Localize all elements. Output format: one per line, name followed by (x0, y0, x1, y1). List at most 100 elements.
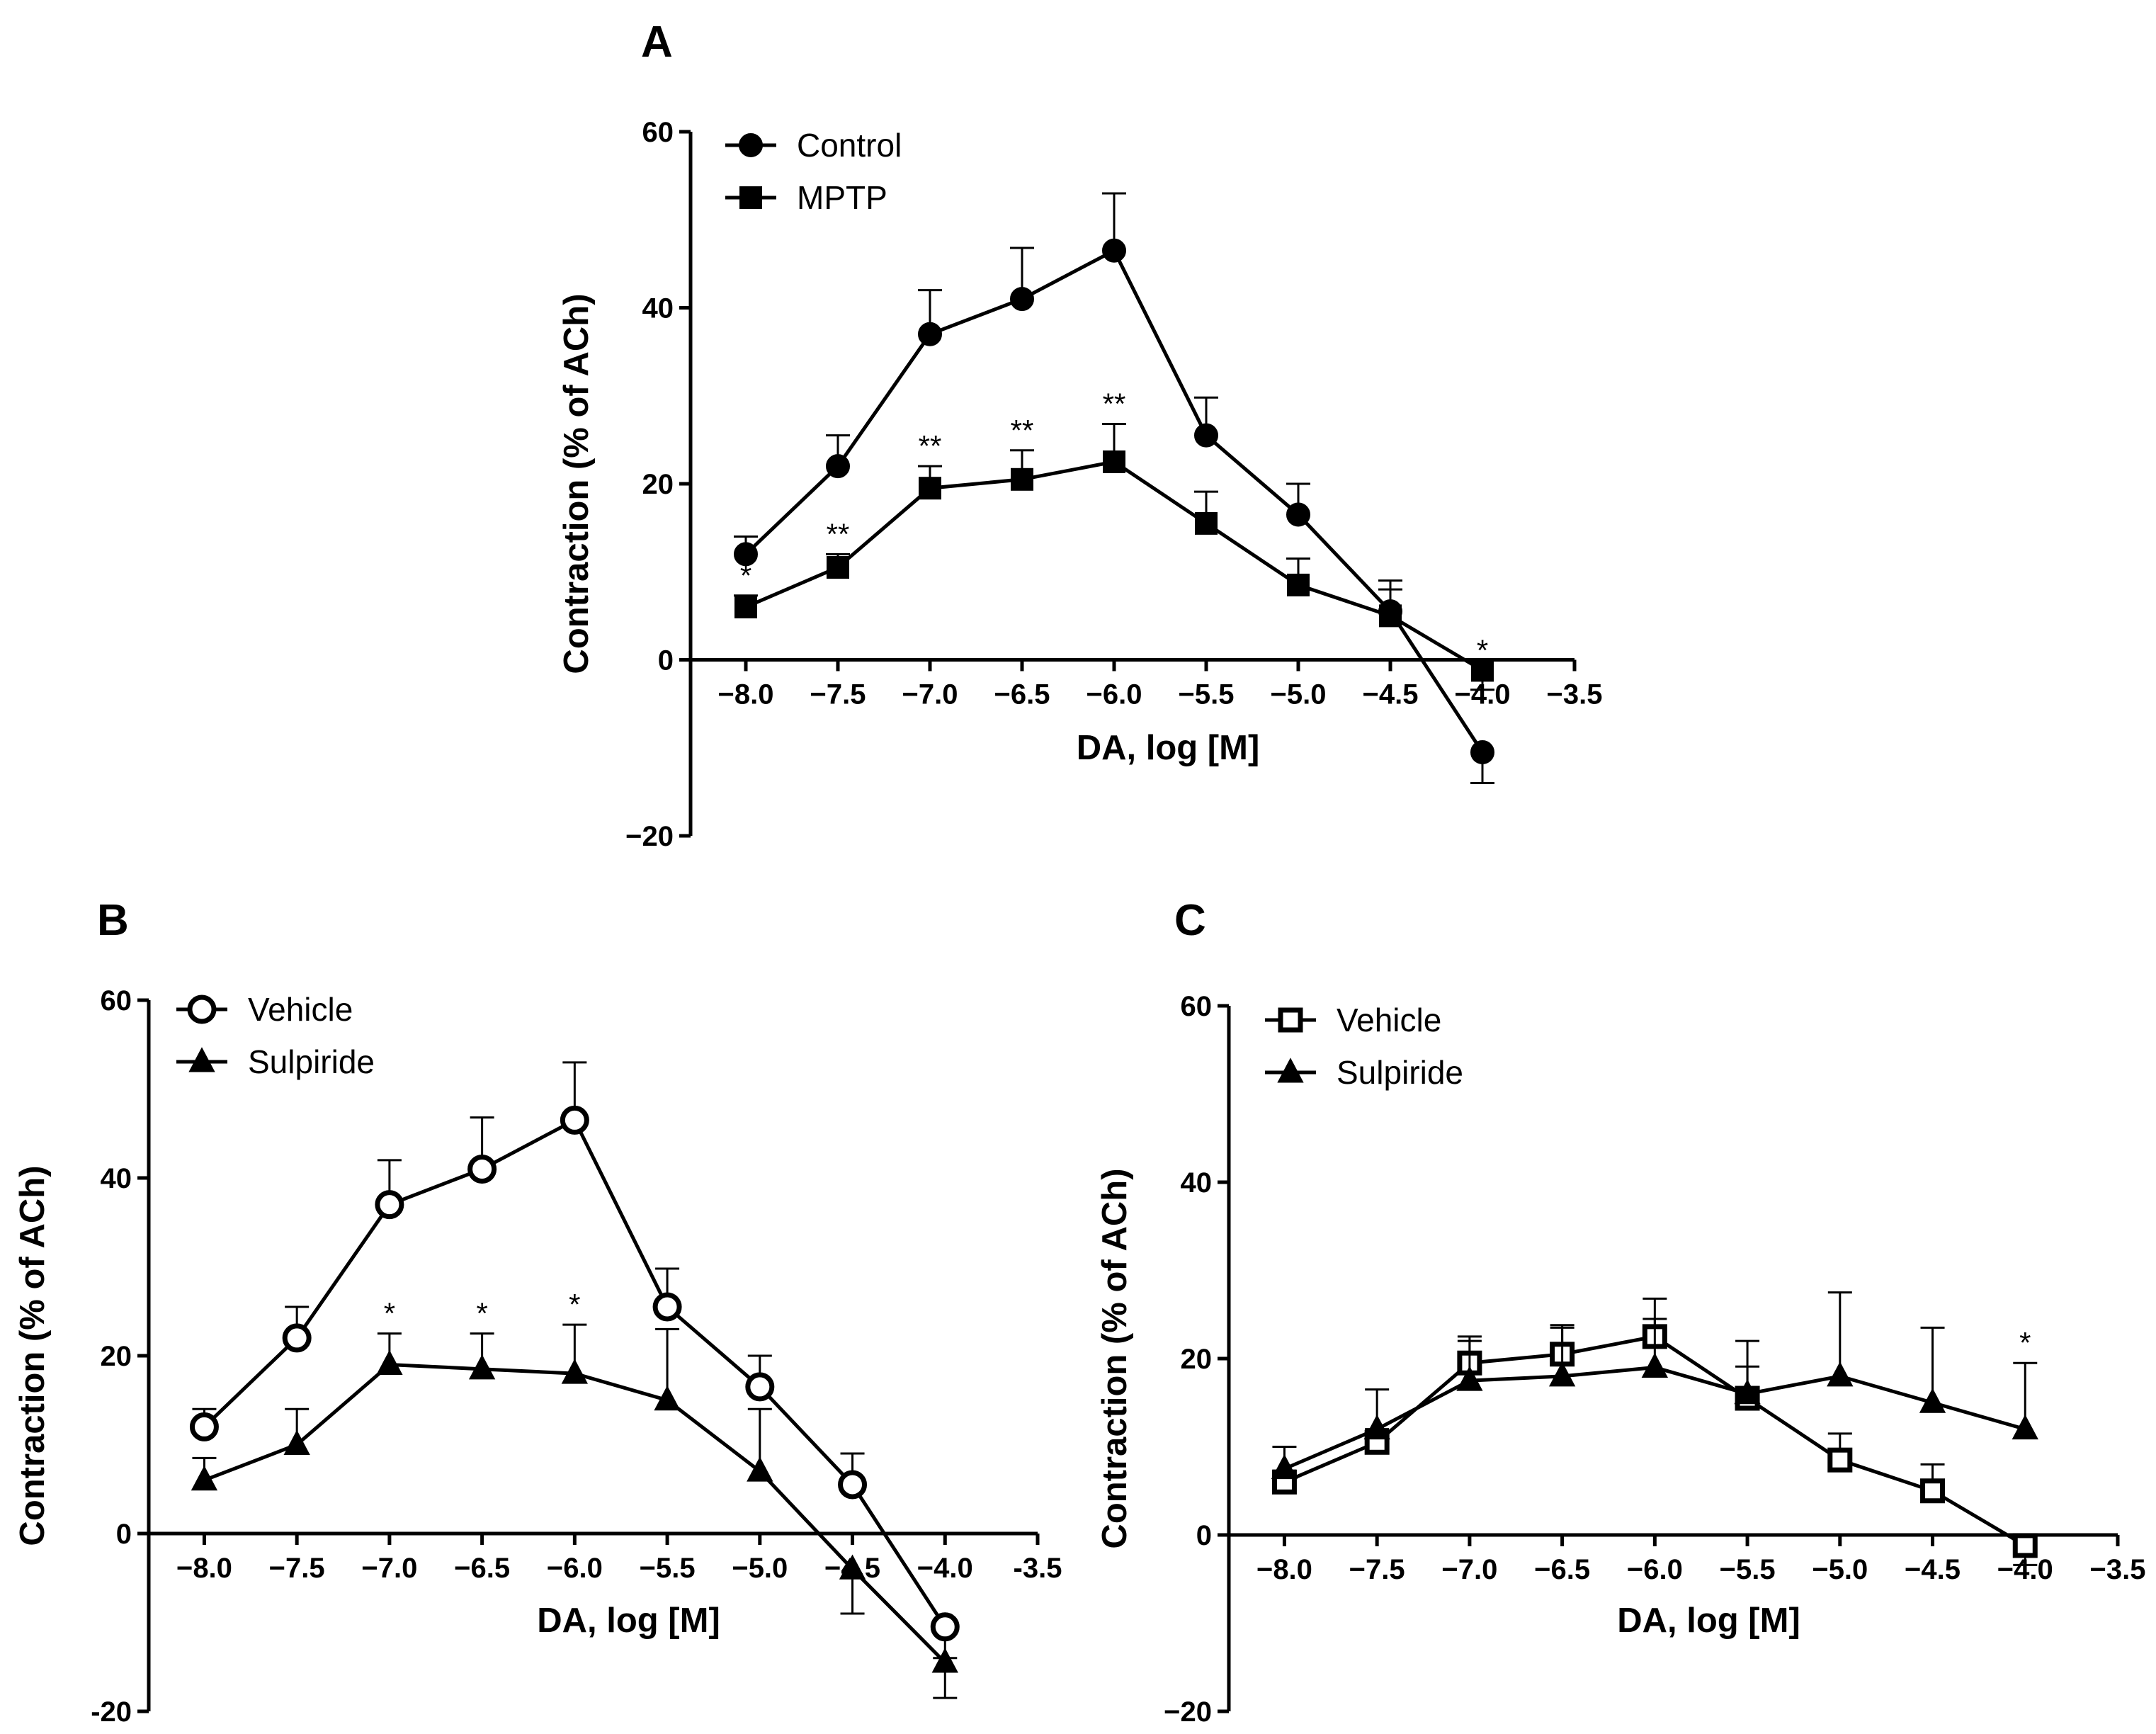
y-tick-label: −20 (1164, 1696, 1212, 1728)
data-point (919, 477, 941, 500)
series-vehicle (189, 1061, 960, 1660)
series-line (745, 460, 1484, 672)
data-point (1734, 1379, 1761, 1405)
legend-label: Control (797, 127, 902, 164)
data-point (2012, 1414, 2038, 1440)
data-point (1548, 1361, 1576, 1387)
x-tick-label: −6.0 (547, 1553, 603, 1584)
chart-panel-b: B -20 0 20 40 60 −8.0 −7.5 −7.0 −6.5 −6.0 −5.5 −5.0 −… (13, 896, 1062, 1728)
data-point (283, 1429, 310, 1455)
x-tick-label: −4.5 (1363, 679, 1419, 710)
data-point (2012, 1533, 2038, 1558)
data-point (654, 1386, 681, 1411)
data-point (468, 1354, 496, 1380)
panel-letter: C (1174, 896, 1206, 945)
data-point (1194, 423, 1218, 448)
x-tick-label: −8.0 (718, 679, 774, 710)
series-line (744, 248, 1485, 754)
data-point (375, 1190, 404, 1220)
x-tick-label: −6.5 (994, 679, 1050, 710)
y-tick-label: 20 (1181, 1344, 1213, 1375)
legend-label: Vehicle (248, 991, 353, 1028)
data-point (1920, 1478, 1946, 1504)
x-tick-label: −6.0 (1086, 679, 1142, 710)
y-tick-label: 20 (101, 1341, 132, 1372)
panel-letter: B (97, 896, 129, 945)
x-tick-label: −4.5 (1905, 1554, 1961, 1585)
legend-item-vehicle: Vehicle (176, 991, 353, 1028)
legend-label: Vehicle (1337, 1002, 1441, 1038)
data-point (734, 595, 757, 618)
data-point (1011, 468, 1033, 491)
y-axis-title: Contraction (% of ACh) (1096, 1168, 1134, 1548)
legend-label: Sulpiride (248, 1043, 375, 1080)
x-axis-title: DA, log [M] (1077, 729, 1260, 767)
data-point (931, 1648, 958, 1673)
y-tick-label: 40 (101, 1163, 132, 1194)
data-point (561, 1359, 589, 1384)
series-sulpiride (191, 1323, 958, 1699)
data-point (652, 1292, 682, 1322)
legend-marker (739, 133, 763, 157)
x-tick-label: −5.5 (1179, 679, 1235, 710)
y-tick-label: 60 (642, 117, 674, 148)
data-point (1379, 604, 1402, 628)
significance-marker: * (476, 1297, 487, 1330)
data-point (918, 322, 942, 346)
significance-marker: * (2019, 1326, 2031, 1359)
significance-marker: * (740, 559, 751, 592)
legend-label: MPTP (797, 179, 887, 216)
x-tick-label: −5.5 (1720, 1554, 1776, 1585)
data-point (827, 556, 849, 579)
x-tick-label: −7.5 (269, 1553, 325, 1584)
data-point (376, 1349, 403, 1376)
legend-marker (187, 994, 217, 1024)
x-tick-label: −7.5 (810, 679, 866, 710)
x-tick-label: −6.5 (454, 1553, 510, 1584)
x-tick-label: −8.0 (1256, 1554, 1312, 1585)
x-tick-label: −3.5 (2090, 1554, 2146, 1585)
y-tick-label: 20 (642, 469, 674, 500)
data-point (1103, 450, 1125, 473)
legend-marker (188, 1047, 215, 1072)
significance-marker: * (569, 1288, 580, 1321)
legend-marker (1278, 1007, 1303, 1033)
y-tick-label: −20 (625, 821, 674, 852)
y-tick-label: 60 (101, 985, 132, 1016)
data-point (1470, 740, 1494, 764)
data-point (838, 1470, 868, 1500)
data-point (734, 542, 758, 567)
legend-marker (739, 186, 762, 209)
significance-marker: * (384, 1297, 395, 1330)
y-axis-title: Contraction (% of ACh) (13, 1165, 52, 1546)
data-point (1287, 573, 1310, 596)
significance-marker: * (1477, 633, 1488, 667)
data-point (826, 454, 850, 479)
legend-item-vehicle: Vehicle (1265, 1002, 1441, 1038)
data-point (467, 1154, 497, 1184)
x-tick-label: −4.0 (917, 1553, 973, 1584)
x-tick-label: −8.0 (176, 1553, 232, 1584)
significance-marker: ** (919, 429, 942, 463)
x-tick-label: −3.5 (1547, 679, 1603, 710)
x-tick-label: −7.5 (1349, 1554, 1405, 1585)
legend-item-sulpiride: Sulpiride (1265, 1054, 1463, 1091)
data-point (745, 1372, 775, 1402)
y-tick-label: 60 (1181, 991, 1213, 1022)
legend-marker (1277, 1058, 1304, 1083)
data-point (282, 1323, 312, 1353)
legend-item-sulpiride: Sulpiride (176, 1043, 375, 1080)
data-point (1363, 1414, 1390, 1440)
chart-panel-a: A −20 0 20 40 60 −8.0 −7.5 −7.0 −6.5 −6.0 −5.5 −5.0 −… (557, 18, 1602, 852)
x-tick-label: −7.0 (902, 679, 958, 710)
data-point (191, 1465, 218, 1491)
series-sulpiride (1271, 1291, 2038, 1480)
data-point (930, 1612, 960, 1642)
data-point (1010, 287, 1034, 312)
x-axis-title: DA, log [M] (537, 1602, 720, 1640)
x-axis-title: DA, log [M] (1617, 1602, 1800, 1640)
panel-letter: A (641, 18, 673, 67)
data-point (1456, 1366, 1483, 1391)
significance-marker: ** (1103, 387, 1126, 421)
